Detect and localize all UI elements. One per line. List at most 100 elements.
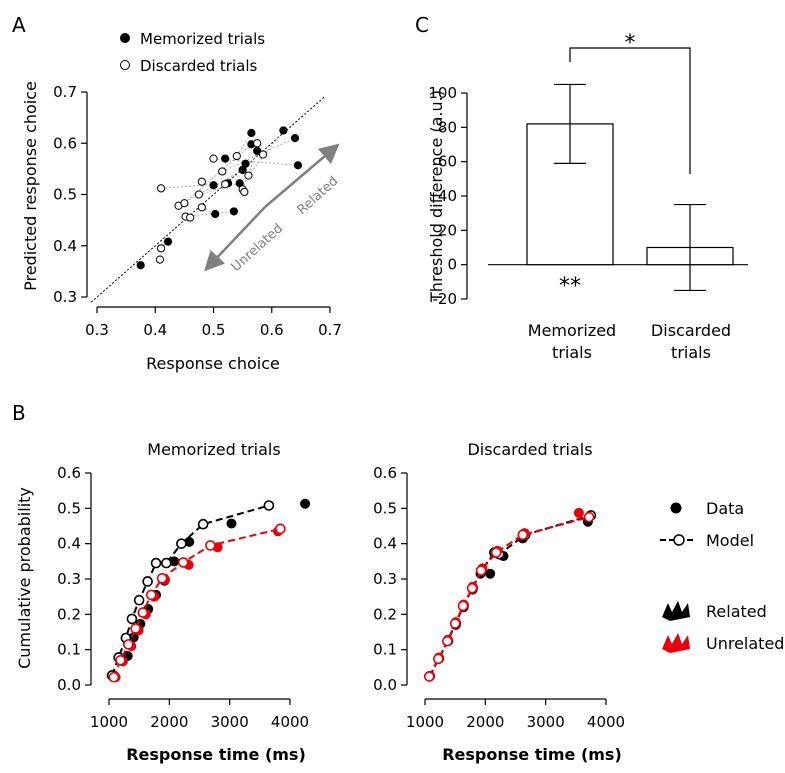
legend-related-label: Related: [706, 602, 767, 621]
legend-discarded-label: Discarded trials: [140, 57, 257, 75]
panel-b-model-point: [263, 500, 275, 511]
legend-model-marker: [673, 534, 685, 546]
unrelated-arrow: [204, 206, 266, 272]
related-arrow: [264, 143, 340, 208]
panel-c-ylabel: Threshold difference (a.u.): [427, 90, 446, 303]
legend-unrelated-swatch: [662, 633, 690, 653]
panel-b-data-point: [485, 568, 496, 579]
panel-b-x-tick-label: 4000: [271, 713, 309, 731]
panel-b-model-line: [111, 504, 270, 676]
panel-a-ylabel: Predicted response choice: [21, 81, 40, 291]
panel-b-model-point: [156, 572, 168, 584]
panel-b-x-tick-label: 2000: [150, 713, 188, 731]
panel-b-model-point: [205, 540, 216, 551]
panel-c-sig-bar1: **: [559, 274, 581, 299]
panel-b-y-tick-label: 0.1: [373, 641, 397, 659]
legend-data-label: Data: [706, 499, 744, 518]
panel-b-y-tick-label: 0.4: [373, 535, 397, 553]
panel-a-y-tick-label: 0.6: [53, 134, 77, 152]
panel-b-model-point: [197, 518, 209, 530]
panel-a-identity-line: [90, 96, 325, 303]
panel-a-x-tick-label: 0.4: [143, 321, 167, 339]
panel-c-cat1-line1: Memorized: [528, 321, 616, 340]
panel-b-model-point: [423, 671, 435, 682]
panel-b1-title: Memorized trials: [147, 440, 280, 459]
legend-discarded-marker: [120, 60, 130, 70]
panel-b-model-point: [176, 538, 187, 549]
panel-c-y-tick-label: 100: [428, 84, 457, 102]
panel-b-y-tick-label: 0.6: [373, 464, 397, 482]
panel-a-y-tick-label: 0.3: [53, 288, 77, 306]
panel-a-connection: [161, 182, 232, 189]
discarded-point: [218, 167, 227, 176]
panel-b-memorized: Memorized trials 0.0 0.1 0.2 0.3 0.4 0.5 0.6 10…: [15, 440, 311, 764]
discarded-point: [156, 184, 166, 193]
panel-b-model-point: [177, 557, 189, 568]
panel-label-a: A: [12, 13, 26, 37]
memorized-point: [211, 209, 220, 219]
panel-b-y-tick-label: 0.3: [373, 570, 397, 588]
discarded-point: [197, 177, 206, 186]
panel-b-data-point: [226, 518, 237, 529]
panel-a-connection: [198, 182, 240, 195]
panel-a-y-tick-label: 0.7: [53, 83, 77, 101]
panel-b-model-point: [126, 613, 138, 625]
discarded-point: [244, 171, 253, 180]
discarded-point: [221, 180, 230, 189]
panel-b-data-point: [573, 507, 584, 518]
panel-a-connection: [242, 150, 258, 190]
legend-model-label: Model: [706, 531, 754, 550]
discarded-point: [253, 139, 262, 148]
panel-b-y-tick-label: 0.2: [57, 605, 81, 623]
panel-label-b: B: [12, 401, 26, 425]
discarded-point: [209, 154, 218, 163]
panel-b-x-tick-label: 1000: [90, 713, 128, 731]
legend-unrelated-label: Unrelated: [706, 634, 784, 653]
panel-b-model-point: [150, 557, 162, 569]
panel-b-model-point: [490, 547, 502, 558]
panel-c-y-tick-label: -20: [433, 290, 458, 308]
panel-a-connection: [236, 132, 252, 157]
legend-related-swatch: [662, 601, 690, 621]
panel-a-y-tick-label: 0.4: [53, 237, 77, 255]
memorized-point: [279, 126, 288, 135]
memorized-point: [221, 154, 230, 163]
panel-b-model-point: [466, 582, 478, 594]
panel-b-model-point: [108, 671, 120, 683]
discarded-point: [258, 150, 268, 159]
panel-b-x-tick-label: 2000: [466, 713, 504, 731]
panel-b-model-point: [142, 576, 153, 587]
panel-b-y-tick-label: 0.2: [373, 605, 397, 623]
panel-a-x-tick-label: 0.6: [260, 321, 284, 339]
panel-b-model-line: [428, 514, 592, 677]
panel-b1-ylabel: Cumulative probability: [15, 487, 34, 669]
panel-b-model-point: [517, 529, 529, 541]
panel-c-bar: -20 0 20 40 60 80 100 Threshold difference (a.…: [427, 31, 748, 362]
panel-b-discarded: Discarded trials 0.0 0.1 0.2 0.3 0.4 0.5 0.6 10…: [373, 440, 625, 764]
panel-b-y-tick-label: 0.5: [57, 499, 81, 517]
panel-c-y-tick-label: 0: [447, 256, 457, 274]
panel-b-y-tick-label: 0.6: [57, 464, 81, 482]
panel-c-y-tick-label: 20: [438, 221, 457, 239]
panel-b-model-point: [123, 639, 134, 650]
panel-a-connection: [222, 137, 296, 172]
panel-b-x-tick-label: 1000: [406, 713, 444, 731]
panel-c-y-tick-label: 60: [438, 153, 457, 171]
panel-b-x-tick-label: 3000: [527, 713, 565, 731]
discarded-point: [194, 190, 204, 199]
panel-c-y-tick-label: 80: [438, 118, 457, 136]
related-annotation: Related: [295, 174, 342, 218]
panel-a-y-tick-label: 0.5: [53, 186, 77, 204]
panel-b-y-tick-label: 0.1: [57, 641, 81, 659]
panel-b-y-tick-label: 0.4: [57, 535, 81, 553]
memorized-point: [136, 261, 145, 270]
panel-c-cat2-line2: trials: [671, 343, 711, 362]
discarded-point: [197, 203, 206, 212]
memorized-point: [229, 207, 238, 216]
panel-b-model-point: [449, 618, 461, 629]
discarded-point: [156, 244, 166, 253]
panel-c-cat2-line1: Discarded: [651, 321, 731, 340]
panel-b-model-point: [137, 607, 149, 618]
panel-c-y-tick-label: 40: [438, 187, 457, 205]
panel-b-x-tick-label: 4000: [587, 713, 625, 731]
